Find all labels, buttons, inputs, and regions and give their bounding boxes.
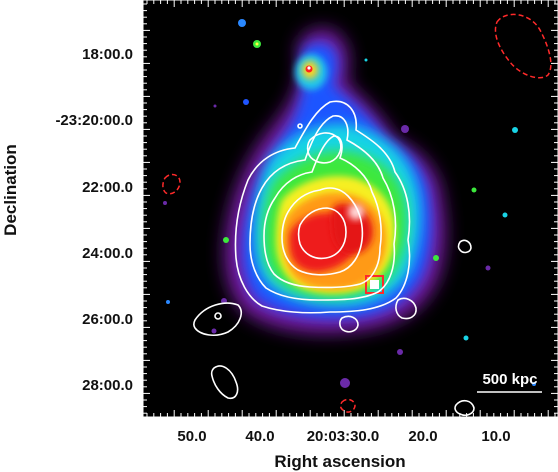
y-tick-label: 18:00.0 (82, 46, 133, 63)
x-tick-labels: 50.0 40.0 20:03:30.0 20.0 10.0 (177, 428, 510, 445)
x-tick-label: 10.0 (481, 428, 510, 445)
xray-north-peak-core (307, 66, 311, 70)
radio-contours-negative (162, 13, 552, 413)
scale-bar: 500 kpc (477, 371, 542, 393)
y-tick-label: -23:20:00.0 (55, 112, 133, 129)
x-tick-label: 20.0 (408, 428, 437, 445)
frame-ticks (143, 0, 558, 417)
point-sources (163, 19, 536, 388)
radio-contours (193, 100, 475, 416)
y-tick-labels: 18:00.0 -23:20:00.0 22:00.0 24:00.0 26:0… (55, 46, 133, 394)
x-tick-label: 50.0 (177, 428, 206, 445)
point-source-white (370, 280, 379, 289)
x-axis-title: Right ascension (274, 452, 405, 471)
scale-bar-label: 500 kpc (482, 371, 537, 388)
y-tick-label: 22:00.0 (82, 179, 133, 196)
y-tick-label: 24:00.0 (82, 245, 133, 262)
y-tick-label: 26:00.0 (82, 311, 133, 328)
y-tick-label: 28:00.0 (82, 377, 133, 394)
y-axis-title: Declination (1, 144, 20, 236)
x-tick-label: 20:03:30.0 (307, 428, 380, 445)
x-tick-label: 40.0 (245, 428, 274, 445)
